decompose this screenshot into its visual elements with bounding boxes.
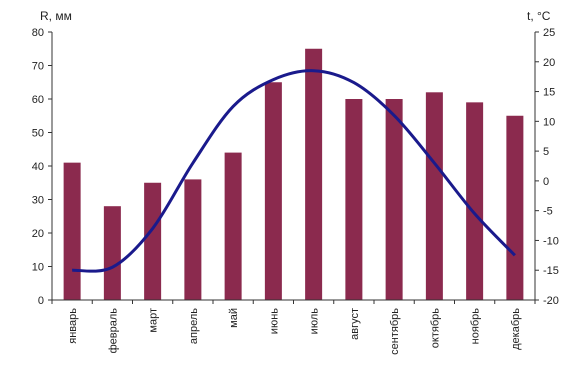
- left-tick-label: 10: [32, 262, 44, 274]
- month-label: декабрь: [510, 308, 522, 350]
- left-axis-ticks: 0 10 20 30 40 50 60 70 80: [32, 27, 52, 307]
- temperature-line-layer: [72, 69, 516, 273]
- precipitation-bar: [264, 82, 282, 300]
- left-tick-label: 0: [38, 295, 44, 307]
- precipitation-bars: [63, 48, 524, 300]
- right-tick-label: -20: [543, 295, 559, 307]
- month-label: февраль: [107, 308, 119, 354]
- month-label: сентябрь: [389, 308, 401, 355]
- left-tick-label: 50: [32, 128, 44, 140]
- left-tick-label: 40: [32, 161, 44, 173]
- precipitation-bar: [305, 48, 323, 300]
- left-axis-title: R, мм: [40, 9, 72, 23]
- right-tick-label: 15: [543, 87, 555, 99]
- precipitation-bar: [103, 206, 121, 300]
- right-tick-label: 20: [543, 57, 555, 69]
- month-label: март: [148, 308, 160, 333]
- left-tick-label: 30: [32, 195, 44, 207]
- month-label: январь: [67, 308, 79, 344]
- right-tick-label: -15: [543, 265, 559, 277]
- month-label: май: [228, 308, 240, 328]
- precipitation-bar: [63, 162, 81, 300]
- temperature-line: [72, 69, 516, 273]
- right-tick-label: 10: [543, 116, 555, 128]
- left-tick-label: 70: [32, 61, 44, 73]
- month-label: октябрь: [429, 308, 441, 348]
- right-axis-ticks: 25 20 15 10 5 0 -5 -10 -15 -20: [535, 27, 559, 307]
- right-tick-label: 5: [543, 146, 549, 158]
- right-axis-title: t, °C: [527, 9, 551, 23]
- precipitation-bar: [385, 99, 403, 300]
- right-tick-label: -5: [543, 206, 553, 218]
- month-label: июль: [309, 308, 321, 335]
- month-label: июнь: [268, 308, 280, 334]
- month-label: ноябрь: [470, 308, 482, 345]
- precipitation-bar: [345, 99, 363, 300]
- left-tick-label: 60: [32, 94, 44, 106]
- precipitation-bar: [224, 152, 242, 300]
- precipitation-bar: [144, 182, 162, 300]
- month-labels: январь февраль март апрель май июнь июль август…: [51, 300, 536, 355]
- left-tick-label: 20: [32, 228, 44, 240]
- precipitation-bar: [425, 92, 443, 300]
- right-tick-label: 0: [543, 176, 549, 188]
- month-label: август: [349, 308, 361, 340]
- month-label: апрель: [188, 308, 200, 344]
- left-tick-label: 80: [32, 27, 44, 39]
- precipitation-bar: [184, 179, 202, 300]
- precipitation-bar: [466, 102, 484, 300]
- right-tick-label: -10: [543, 235, 559, 247]
- right-tick-label: 25: [543, 27, 555, 39]
- precipitation-bar: [506, 115, 524, 300]
